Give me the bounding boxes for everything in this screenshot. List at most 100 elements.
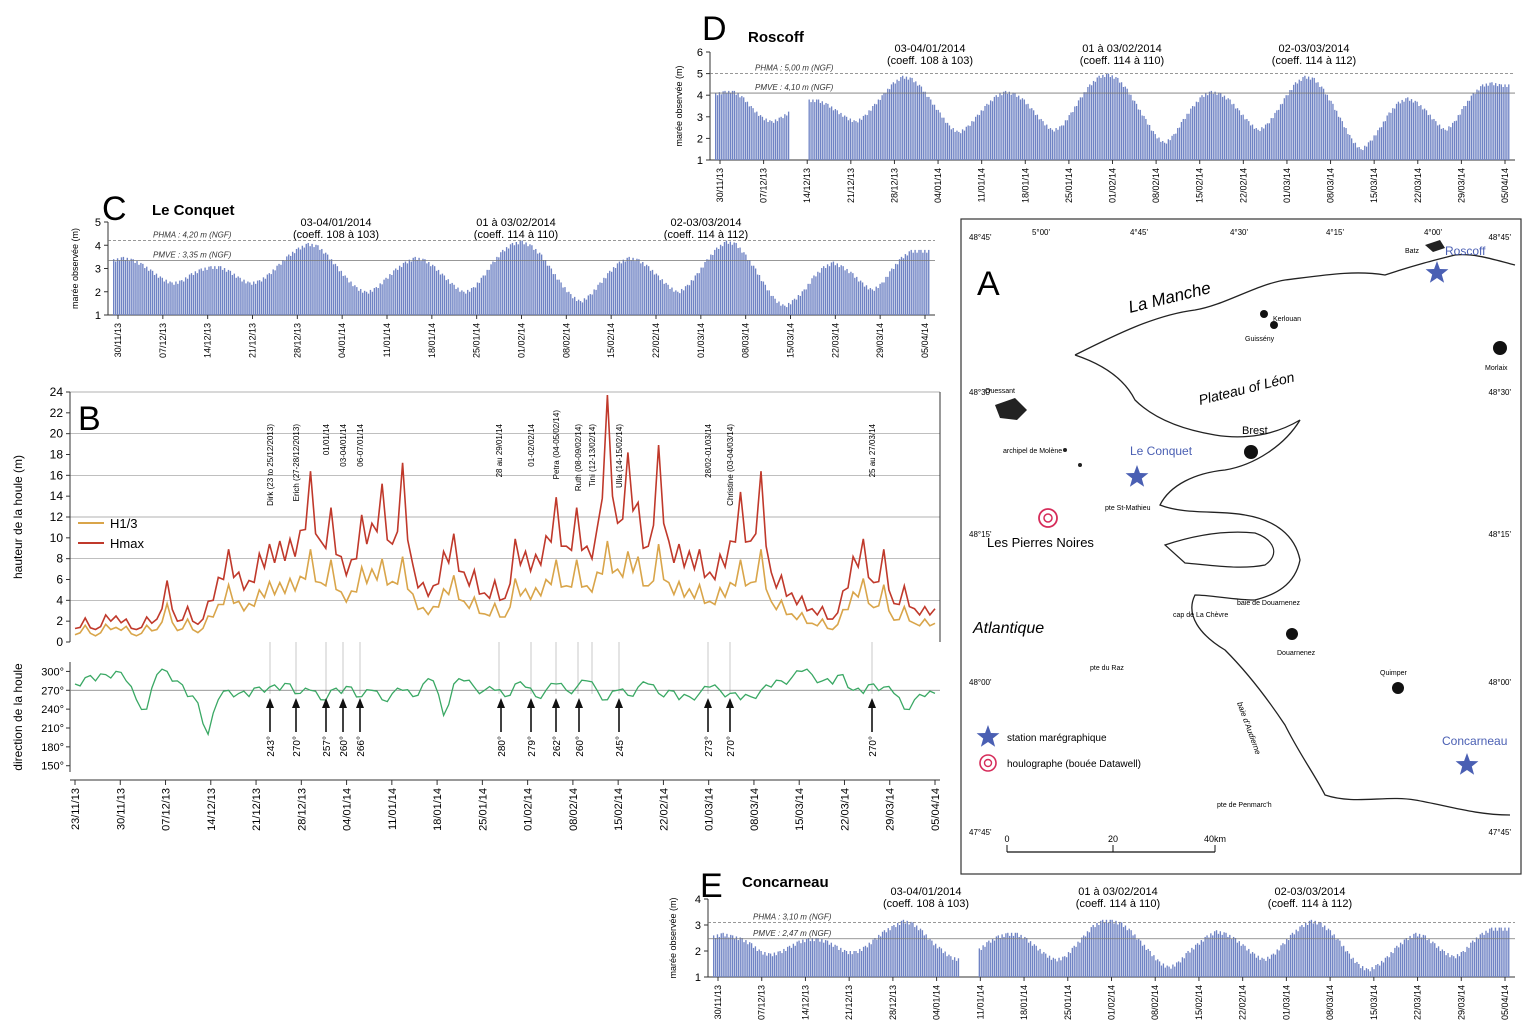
tide-bar [1183, 958, 1185, 977]
tide-bar [702, 267, 704, 315]
tide-bar [1134, 100, 1136, 160]
y-tick-label: 12 [50, 510, 64, 524]
tide-bar [1360, 968, 1362, 977]
tide-bar [457, 287, 459, 315]
tide-bar [1470, 95, 1473, 160]
tide-bar [498, 257, 500, 315]
tide-bar [1083, 92, 1085, 160]
tide-bar [484, 275, 486, 315]
tide-bar [249, 282, 251, 315]
lon-tick-label: 4°45' [1130, 228, 1149, 237]
tide-bar [1380, 127, 1383, 160]
ref-line-label: PHMA : 3,10 m (NGF) [753, 912, 832, 921]
x-tick-label: 15/03/14 [786, 323, 796, 358]
tide-bar [726, 933, 728, 977]
x-tick-label: 22/03/14 [1413, 168, 1423, 203]
tide-bar [758, 115, 760, 160]
tide-bar [1248, 121, 1250, 160]
tide-bar [1149, 951, 1151, 977]
tide-bar [1016, 932, 1018, 977]
tide-bar [1246, 950, 1248, 977]
tide-bar [1365, 146, 1368, 160]
tide-bar [1143, 115, 1145, 160]
tide-bar [1251, 952, 1254, 977]
tide-bar [811, 938, 814, 977]
y-tick-label: 3 [695, 920, 701, 932]
tide-bar [305, 243, 307, 315]
y-axis-label: marée observée (m) [668, 897, 678, 978]
tide-bar [1392, 108, 1394, 160]
tide-bar [1212, 935, 1214, 977]
tide-bar [771, 121, 773, 160]
tide-bar [1119, 921, 1121, 977]
tide-bar [971, 121, 973, 160]
tide-bar [917, 930, 920, 977]
tide-bar [865, 285, 868, 315]
storm-label: 06-07/01/14 [356, 423, 365, 466]
tide-bar [759, 115, 762, 160]
tide-bar [832, 261, 835, 315]
tide-bar [1472, 940, 1474, 977]
tide-bar [910, 921, 912, 977]
tide-bar [862, 115, 865, 160]
tide-bar [1428, 938, 1430, 977]
tide-bar [1468, 100, 1471, 160]
tide-bar [130, 258, 132, 315]
lat-tick-label-right: 48°15' [1488, 530, 1511, 539]
tide-bar [850, 271, 852, 315]
tide-bar [1354, 142, 1357, 160]
tide-bar [681, 288, 683, 315]
tide-bar [1433, 118, 1435, 160]
x-tick-label: 29/03/14 [885, 788, 897, 831]
tide-bar [1244, 945, 1246, 977]
tide-bar [805, 289, 807, 315]
tide-bar [1397, 101, 1400, 160]
tide-bar [661, 279, 663, 315]
tide-bar [486, 269, 488, 315]
tide-bar [1496, 86, 1499, 160]
x-tick-label: 04/01/14 [933, 168, 943, 203]
tide-bar [251, 284, 253, 315]
tide-bar [763, 120, 765, 160]
tide-bar [1487, 932, 1489, 977]
tide-bar [1164, 967, 1166, 977]
tide-bar [1362, 150, 1364, 160]
tide-bar [1202, 941, 1204, 977]
tide-bar [1364, 145, 1366, 160]
lat-tick-label: 47°45' [969, 828, 992, 837]
tide-bar [1426, 940, 1428, 977]
tide-bar [1494, 927, 1497, 977]
tide-bar [1487, 85, 1489, 160]
x-tick-label: 08/03/14 [1326, 168, 1336, 203]
tide-bar [982, 110, 984, 160]
tide-bar [1255, 957, 1258, 977]
tide-bar [124, 260, 127, 315]
tide-bar [1103, 922, 1106, 977]
tide-bar [1185, 953, 1187, 977]
tide-bar [1122, 86, 1125, 160]
arrow-label: 262° [552, 736, 563, 757]
tide-bar [539, 252, 541, 315]
tide-bar [342, 275, 344, 315]
tide-bar [360, 288, 362, 315]
tide-bar [243, 279, 245, 315]
tide-bar [1296, 83, 1299, 160]
tide-bar [781, 953, 783, 977]
tide-bar [760, 281, 763, 315]
tide-bar [766, 955, 768, 977]
tide-bar [823, 104, 825, 160]
tide-bar [1398, 947, 1400, 977]
tide-bar [435, 270, 438, 315]
tide-bar [844, 115, 846, 160]
arrow-label: 260° [339, 736, 350, 757]
tide-bar [1188, 113, 1190, 160]
y-tick-label: 4 [95, 240, 101, 252]
tide-bar [935, 109, 938, 160]
tide-bar [733, 90, 736, 160]
tide-bar [537, 253, 539, 315]
tide-bar [593, 289, 595, 315]
tide-bar [1289, 90, 1291, 160]
tide-bar [1269, 958, 1271, 977]
tide-bar [1081, 97, 1083, 160]
x-tick-label: 08/02/14 [561, 323, 571, 358]
